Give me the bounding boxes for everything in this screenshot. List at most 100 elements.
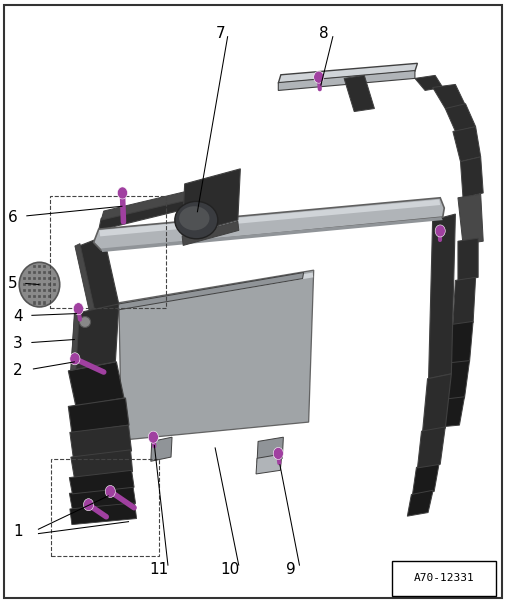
Text: 2: 2 xyxy=(13,364,23,378)
Bar xyxy=(391,561,495,596)
Polygon shape xyxy=(75,244,95,315)
Polygon shape xyxy=(93,198,443,250)
Polygon shape xyxy=(71,450,132,478)
Circle shape xyxy=(434,225,444,237)
Text: 8: 8 xyxy=(318,26,328,40)
Polygon shape xyxy=(71,304,119,370)
Text: 10: 10 xyxy=(220,563,239,577)
Polygon shape xyxy=(452,277,475,326)
FancyBboxPatch shape xyxy=(4,5,501,598)
Polygon shape xyxy=(414,75,442,90)
Polygon shape xyxy=(452,127,480,162)
Ellipse shape xyxy=(79,317,90,327)
Bar xyxy=(38,283,41,286)
Bar xyxy=(38,271,41,274)
Polygon shape xyxy=(278,63,417,83)
Bar xyxy=(23,283,26,286)
Bar xyxy=(53,277,56,280)
Polygon shape xyxy=(101,188,199,220)
Polygon shape xyxy=(182,221,238,245)
Bar xyxy=(28,271,31,274)
Circle shape xyxy=(273,447,283,459)
Bar xyxy=(53,289,56,292)
Text: 5: 5 xyxy=(8,276,18,291)
Polygon shape xyxy=(182,169,240,235)
Text: A70-12331: A70-12331 xyxy=(413,573,474,583)
Text: 4: 4 xyxy=(13,309,23,324)
Circle shape xyxy=(83,499,93,511)
Circle shape xyxy=(73,303,83,315)
Polygon shape xyxy=(439,397,464,427)
Polygon shape xyxy=(98,193,202,230)
Polygon shape xyxy=(278,71,414,90)
Circle shape xyxy=(313,71,323,83)
Bar xyxy=(33,265,36,268)
Bar xyxy=(38,295,41,298)
Text: 6: 6 xyxy=(8,210,18,224)
Text: 1: 1 xyxy=(13,525,23,539)
Bar xyxy=(43,277,46,280)
Bar xyxy=(43,271,46,274)
Bar xyxy=(43,295,46,298)
Circle shape xyxy=(117,187,127,199)
Polygon shape xyxy=(68,362,124,406)
Bar xyxy=(33,283,36,286)
Bar xyxy=(49,196,166,308)
Bar xyxy=(28,295,31,298)
Bar xyxy=(48,289,51,292)
Polygon shape xyxy=(101,217,442,252)
Bar xyxy=(48,277,51,280)
Bar xyxy=(48,283,51,286)
Text: 9: 9 xyxy=(285,563,295,577)
Polygon shape xyxy=(76,236,119,315)
Polygon shape xyxy=(457,238,477,280)
Circle shape xyxy=(148,431,158,443)
Polygon shape xyxy=(70,503,136,525)
Polygon shape xyxy=(457,194,482,244)
Polygon shape xyxy=(69,470,134,494)
Bar xyxy=(38,277,41,280)
Polygon shape xyxy=(444,104,475,131)
Polygon shape xyxy=(448,321,472,364)
Ellipse shape xyxy=(175,201,217,239)
Bar xyxy=(28,283,31,286)
Polygon shape xyxy=(150,437,172,461)
Polygon shape xyxy=(460,157,482,198)
Polygon shape xyxy=(412,463,438,495)
Bar xyxy=(38,289,41,292)
Polygon shape xyxy=(417,427,444,468)
Ellipse shape xyxy=(19,262,60,307)
Bar xyxy=(33,289,36,292)
Circle shape xyxy=(105,485,115,497)
Bar xyxy=(28,289,31,292)
Text: 3: 3 xyxy=(13,336,23,351)
Bar xyxy=(43,283,46,286)
Text: 7: 7 xyxy=(215,26,225,40)
Bar xyxy=(33,271,36,274)
Bar xyxy=(23,289,26,292)
Bar xyxy=(48,271,51,274)
Polygon shape xyxy=(119,270,313,440)
Polygon shape xyxy=(343,75,374,112)
Bar xyxy=(43,289,46,292)
Polygon shape xyxy=(257,437,283,463)
Bar xyxy=(43,265,46,268)
Bar xyxy=(23,277,26,280)
Bar xyxy=(50,459,159,556)
Polygon shape xyxy=(68,398,129,433)
Bar xyxy=(33,277,36,280)
Polygon shape xyxy=(118,273,303,310)
Polygon shape xyxy=(428,214,455,379)
Bar xyxy=(33,301,36,305)
Polygon shape xyxy=(407,490,432,516)
Bar xyxy=(28,277,31,280)
Circle shape xyxy=(70,353,80,365)
Ellipse shape xyxy=(179,206,209,230)
Polygon shape xyxy=(256,454,281,474)
Polygon shape xyxy=(70,425,131,458)
Polygon shape xyxy=(99,200,439,236)
Polygon shape xyxy=(120,273,313,309)
Polygon shape xyxy=(71,311,79,370)
Polygon shape xyxy=(69,487,135,510)
Text: 11: 11 xyxy=(149,563,169,577)
